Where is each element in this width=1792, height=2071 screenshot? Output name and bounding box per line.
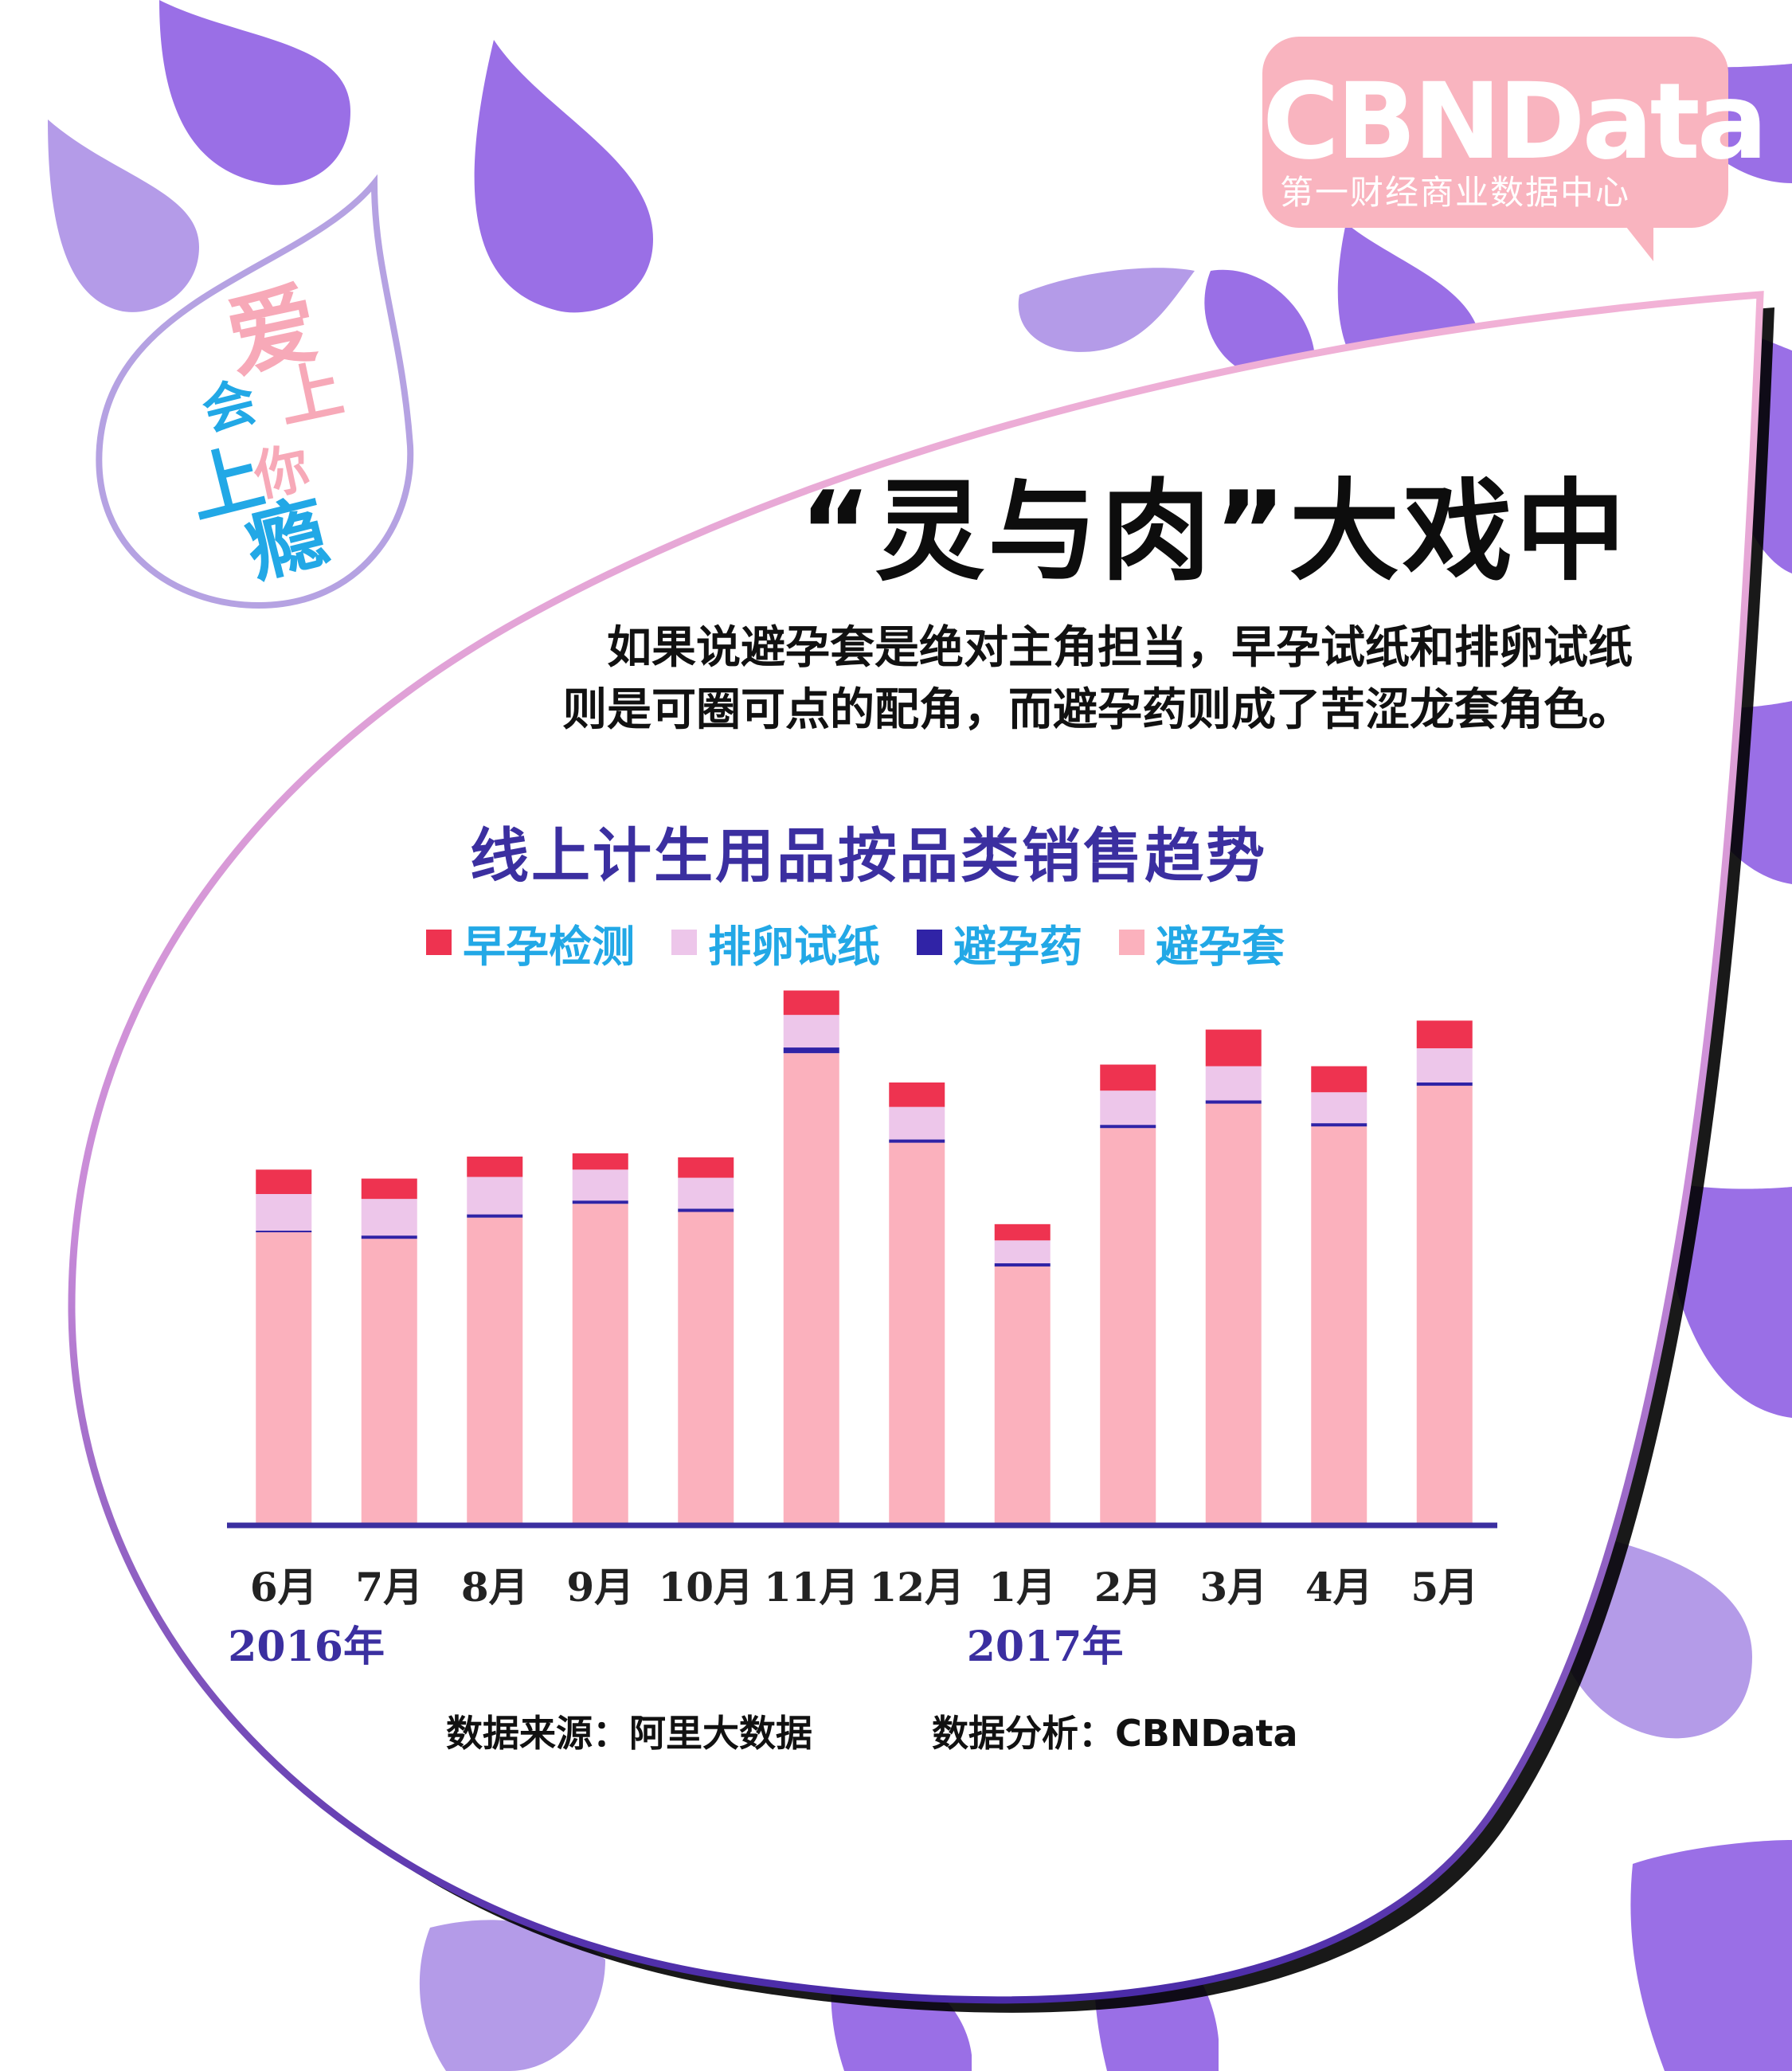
- bar-ovulation-5: [783, 1015, 839, 1048]
- bar-ovulation-10: [1311, 1092, 1367, 1124]
- bar-ovulation-1: [361, 1199, 417, 1236]
- bar-early-10: [1311, 1066, 1367, 1093]
- legend-swatch-contraceptive-pill: [917, 930, 942, 955]
- x-tick-label-10: 4月: [1305, 1564, 1373, 1611]
- bar-condom-8: [1100, 1128, 1156, 1525]
- bar-ovulation-4: [678, 1177, 734, 1209]
- cbndata-logo: CBNData 第一财经商业数据中心: [1262, 37, 1768, 228]
- bar-ovulation-7: [994, 1240, 1051, 1263]
- bar-pill-7: [994, 1263, 1051, 1266]
- legend-label-condom: 避孕套: [1156, 921, 1285, 972]
- year-label-2016: 2016年: [228, 1623, 385, 1671]
- x-tick-label-6: 12月: [869, 1564, 964, 1611]
- legend-item-early-pregnancy: 早孕检测: [426, 911, 635, 974]
- intro-text: 如果说避孕套是绝对主角担当，早孕试纸和排卵试纸 则是可圈可点的配角，而避孕药则成…: [562, 617, 1633, 742]
- bar-pill-3: [572, 1200, 628, 1204]
- bar-pill-11: [1416, 1082, 1473, 1086]
- bar-pill-1: [361, 1235, 417, 1239]
- legend-item-condom: 避孕套: [1119, 911, 1285, 974]
- bar-condom-3: [572, 1204, 628, 1525]
- bar-condom-2: [467, 1217, 523, 1525]
- x-tick-label-1: 7月: [355, 1564, 423, 1611]
- bar-condom-10: [1311, 1126, 1367, 1525]
- logo-text: CBNData: [1262, 61, 1768, 183]
- x-tick-label-7: 1月: [988, 1564, 1056, 1611]
- bar-ovulation-6: [889, 1106, 945, 1140]
- bar-pill-8: [1100, 1125, 1156, 1129]
- legend-label-contraceptive-pill: 避孕药: [953, 921, 1082, 972]
- bar-early-3: [572, 1153, 628, 1170]
- x-tick-label-9: 3月: [1199, 1564, 1267, 1611]
- legend-item-contraceptive-pill: 避孕药: [917, 911, 1082, 974]
- logo-subtitle: 第一财经商业数据中心: [1280, 173, 1631, 212]
- bar-pill-10: [1311, 1123, 1367, 1127]
- bar-condom-4: [678, 1212, 734, 1525]
- intro-line-1: 如果说避孕套是绝对主角担当，早孕试纸和排卵试纸: [607, 622, 1633, 674]
- legend-label-early-pregnancy: 早孕检测: [463, 921, 635, 972]
- year-label-2017: 2017年: [966, 1623, 1124, 1671]
- bar-ovulation-0: [256, 1194, 312, 1231]
- bar-condom-5: [783, 1053, 839, 1525]
- bar-early-9: [1205, 1029, 1262, 1067]
- bar-condom-6: [889, 1142, 945, 1525]
- bar-condom-7: [994, 1266, 1051, 1525]
- bar-pill-6: [889, 1139, 945, 1143]
- x-tick-label-2: 8月: [461, 1564, 529, 1611]
- legend-item-ovulation-strip: 排卵试纸: [671, 911, 880, 974]
- bar-condom-1: [361, 1239, 417, 1525]
- chart-title: 线上计生用品按品类销售趋势: [470, 822, 1267, 891]
- bar-pill-9: [1205, 1100, 1262, 1104]
- bar-ovulation-2: [467, 1176, 523, 1215]
- bar-condom-11: [1416, 1086, 1473, 1525]
- legend-swatch-ovulation-strip: [671, 930, 697, 955]
- bar-early-8: [1100, 1064, 1156, 1091]
- bar-early-7: [994, 1223, 1051, 1241]
- bar-early-6: [889, 1082, 945, 1107]
- logo-speech-tail: [1617, 215, 1653, 261]
- x-tick-label-3: 9月: [566, 1564, 634, 1611]
- bar-early-5: [783, 990, 839, 1016]
- badge-drop: [96, 174, 414, 609]
- data-analysis: 数据分析：CBNData: [932, 1712, 1298, 1755]
- legend-label-ovulation-strip: 排卵试纸: [708, 921, 880, 972]
- intro-line-2: 则是可圈可点的配角，而避孕药则成了苦涩龙套角色。: [562, 684, 1633, 736]
- legend-swatch-early-pregnancy: [426, 930, 452, 955]
- x-tick-label-4: 10月: [658, 1564, 753, 1611]
- bar-ovulation-11: [1416, 1048, 1473, 1082]
- x-tick-labels: 6月 7月 8月 9月 10月 11月 12月 1月 2月 3月 4月 5月: [250, 1564, 1478, 1611]
- bar-pill-2: [467, 1214, 523, 1218]
- chart-legend: 早孕检测 排卵试纸 避孕药 避孕套: [426, 914, 1321, 972]
- x-tick-label-8: 2月: [1094, 1564, 1162, 1611]
- bar-early-0: [256, 1169, 312, 1195]
- bar-group: [256, 990, 1473, 1525]
- bar-condom-9: [1205, 1103, 1262, 1525]
- x-tick-label-0: 6月: [250, 1564, 318, 1611]
- page-title: “灵与肉”大戏中: [799, 468, 1629, 596]
- bar-early-1: [361, 1178, 417, 1200]
- legend-swatch-condom: [1119, 930, 1144, 955]
- x-tick-label-11: 5月: [1411, 1564, 1478, 1611]
- bar-pill-4: [678, 1208, 734, 1212]
- bar-ovulation-3: [572, 1169, 628, 1201]
- bar-early-11: [1416, 1020, 1473, 1049]
- bar-pill-5: [783, 1047, 839, 1054]
- data-source: 数据来源：阿里大数据: [446, 1712, 812, 1755]
- bar-early-2: [467, 1157, 523, 1177]
- bar-ovulation-9: [1205, 1066, 1262, 1101]
- x-tick-label-5: 11月: [764, 1564, 859, 1611]
- bar-pill-0: [256, 1231, 312, 1233]
- bar-condom-0: [256, 1232, 312, 1525]
- bar-early-4: [678, 1157, 734, 1178]
- bar-ovulation-8: [1100, 1090, 1156, 1126]
